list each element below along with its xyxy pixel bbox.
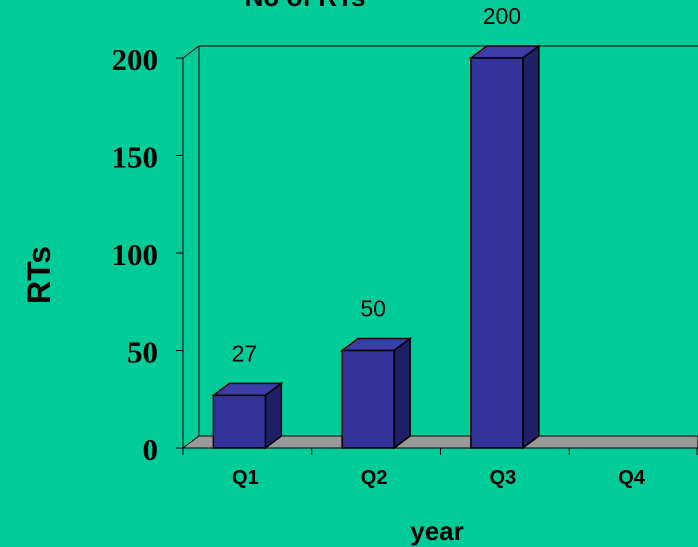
x-tick-label: Q3 bbox=[490, 467, 517, 489]
y-tick-label: 50 bbox=[127, 335, 158, 370]
y-tick-label: 150 bbox=[112, 140, 159, 175]
bar bbox=[212, 394, 267, 449]
labels-group: 0 50 100 150 200 Q1 27 Q2 50 Q3 200 Q4 bbox=[112, 3, 646, 489]
bar-side-face bbox=[522, 44, 540, 450]
y-tick-label: 200 bbox=[112, 42, 159, 77]
bar-side-face bbox=[264, 381, 283, 450]
y-tick-label: 100 bbox=[112, 237, 159, 272]
back-wall-top-edge bbox=[182, 45, 698, 59]
bars-group bbox=[211, 44, 542, 450]
data-label: 27 bbox=[232, 340, 258, 366]
x-tick-label: Q1 bbox=[232, 467, 259, 489]
x-axis-title: year bbox=[410, 516, 464, 546]
bar bbox=[470, 57, 524, 449]
x-tick-label: Q2 bbox=[361, 467, 388, 489]
y-axis-title: RTs bbox=[21, 246, 57, 304]
data-label: 50 bbox=[360, 296, 386, 322]
data-label: 200 bbox=[483, 3, 521, 29]
chart-title: No of RTs bbox=[245, 0, 366, 12]
bar-side-face bbox=[393, 337, 411, 450]
chart-backdrop bbox=[176, 45, 698, 455]
y-tick-label: 0 bbox=[143, 432, 159, 467]
x-tick-label: Q4 bbox=[618, 467, 646, 489]
bar bbox=[341, 349, 395, 449]
